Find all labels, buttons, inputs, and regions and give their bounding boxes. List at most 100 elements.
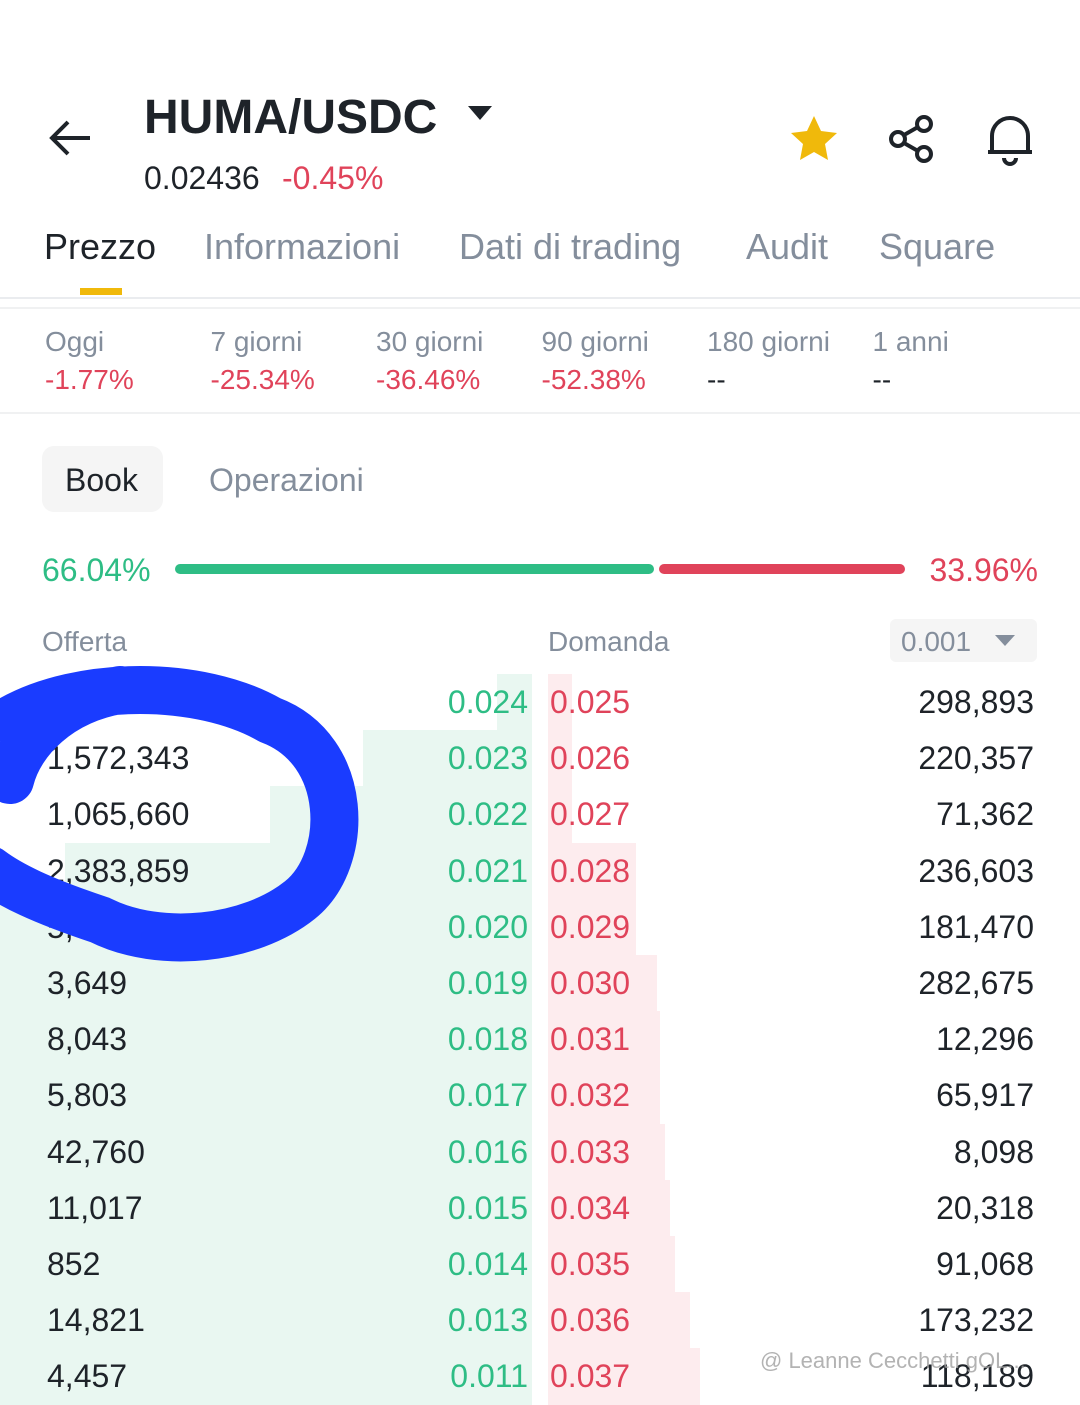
ask-quantity: 91,068 xyxy=(936,1246,1034,1282)
bid-header: Offerta xyxy=(42,626,128,657)
bid-depth xyxy=(0,1179,532,1237)
bid-quantity: 11,017 xyxy=(47,1189,143,1226)
ask-price: 0.027 xyxy=(550,796,631,833)
ask-depth xyxy=(548,1179,670,1237)
ask-quantity: 12,296 xyxy=(936,1021,1034,1058)
period-label: 90 giorni xyxy=(541,326,649,357)
period-label: 7 giorni xyxy=(210,326,303,357)
ask-depth xyxy=(548,730,572,788)
period-change: -1.77% xyxy=(45,364,134,395)
ask-price: 0.031 xyxy=(550,1021,631,1058)
bid-quantity: 4,457 xyxy=(47,1358,128,1395)
ask-quantity: 236,603 xyxy=(918,852,1034,889)
period-change: -- xyxy=(707,364,726,395)
ask-price: 0.035 xyxy=(550,1246,631,1282)
ask-price: 0.037 xyxy=(550,1358,631,1395)
bid-price: 0.021 xyxy=(447,852,528,889)
subtab[interactable]: Operazioni xyxy=(209,462,364,498)
ask-quantity: 220,357 xyxy=(918,740,1034,777)
period-change: -25.34% xyxy=(210,364,315,395)
bid-price: 0.020 xyxy=(447,908,528,945)
share-icon[interactable] xyxy=(886,114,938,164)
alert-bell[interactable] xyxy=(984,112,1036,166)
bid-quantity: 2,383,859 xyxy=(47,852,190,889)
precision-select[interactable] xyxy=(890,619,1037,662)
favorite-star[interactable] xyxy=(788,114,840,164)
bid-depth xyxy=(0,955,532,1012)
bid-ratio-bar xyxy=(175,564,654,574)
ask-price: 0.033 xyxy=(550,1133,631,1170)
bid-quantity: 5,803 xyxy=(47,1077,128,1114)
bid-depth xyxy=(0,1236,532,1293)
ask-quantity: 298,893 xyxy=(918,684,1034,720)
ask-quantity: 65,917 xyxy=(936,1077,1034,1114)
bid-quantity: 8,043 xyxy=(47,1021,128,1058)
ask-price: 0.032 xyxy=(550,1077,631,1114)
ask-depth xyxy=(548,1011,660,1069)
tab-indicator xyxy=(80,288,122,295)
ask-price: 0.025 xyxy=(550,684,631,720)
ask-quantity: 20,318 xyxy=(936,1189,1034,1226)
ask-depth xyxy=(548,842,636,900)
bid-depth xyxy=(497,674,532,731)
ask-depth xyxy=(548,1123,665,1181)
bid-price: 0.011 xyxy=(450,1358,528,1395)
ask-price: 0.026 xyxy=(550,740,631,777)
bid-quantity: 852 xyxy=(47,1246,101,1282)
bid-depth xyxy=(0,1292,532,1350)
ask-ratio-bar xyxy=(658,564,905,574)
bid-quantity: 42,760 xyxy=(47,1133,145,1170)
period-label: 30 giorni xyxy=(376,326,484,357)
precision-dropdown[interactable] xyxy=(994,634,1016,648)
bid-quantity: 3,649 xyxy=(47,965,128,1001)
ask-depth xyxy=(548,1067,660,1125)
tab[interactable]: Square xyxy=(879,226,996,267)
precision-value[interactable]: 0.001 xyxy=(901,626,972,657)
price-change: -0.45% xyxy=(282,160,384,196)
ask-price: 0.028 xyxy=(550,852,631,889)
ask-quantity: 282,675 xyxy=(918,965,1034,1001)
bid-price: 0.022 xyxy=(447,796,528,833)
subtab[interactable]: Book xyxy=(65,462,138,498)
ask-depth xyxy=(548,1236,675,1293)
bid-quantity: 14,821 xyxy=(47,1302,145,1339)
ask-price: 0.030 xyxy=(550,965,631,1001)
pair-dropdown[interactable] xyxy=(466,104,494,122)
bid-ratio: 66.04% xyxy=(42,552,151,588)
ask-price: 0.029 xyxy=(550,908,631,945)
tab[interactable]: Informazioni xyxy=(204,226,401,267)
ask-price: 0.036 xyxy=(550,1302,631,1339)
ask-quantity: 173,232 xyxy=(918,1302,1034,1339)
ask-price: 0.034 xyxy=(550,1189,631,1226)
bid-depth xyxy=(0,1123,532,1181)
period-label: Oggi xyxy=(45,326,105,357)
ask-header: Domanda xyxy=(548,626,670,657)
period-change: -52.38% xyxy=(541,364,646,395)
divider xyxy=(0,297,1080,299)
pair-title[interactable]: HUMA/USDC xyxy=(144,91,438,144)
ask-depth xyxy=(548,786,572,844)
period-label: 180 giorni xyxy=(707,326,830,357)
tab[interactable]: Dati di trading xyxy=(459,226,682,267)
bid-quantity: 1,572,343 xyxy=(47,740,190,777)
ask-quantity: 8,098 xyxy=(953,1133,1034,1170)
divider xyxy=(0,412,1080,414)
back-button[interactable] xyxy=(46,118,94,158)
bid-price: 0.018 xyxy=(447,1021,528,1058)
ask-depth xyxy=(548,898,636,956)
bid-price: 0.013 xyxy=(447,1302,528,1339)
bid-price: 0.024 xyxy=(447,684,528,720)
tab[interactable]: Prezzo xyxy=(44,226,157,267)
tab[interactable]: Audit xyxy=(746,226,829,267)
bid-depth xyxy=(0,1011,532,1069)
period-change: -36.46% xyxy=(376,364,481,395)
subtab-active-bg xyxy=(42,446,163,512)
bid-quantity: 1,065,660 xyxy=(47,796,190,833)
bid-price: 0.016 xyxy=(447,1133,528,1170)
ask-depth xyxy=(548,674,572,731)
ask-quantity: 71,362 xyxy=(936,796,1034,833)
ask-quantity: 181,470 xyxy=(918,908,1034,945)
ask-depth xyxy=(548,955,657,1012)
period-label: 1 anni xyxy=(872,326,949,357)
